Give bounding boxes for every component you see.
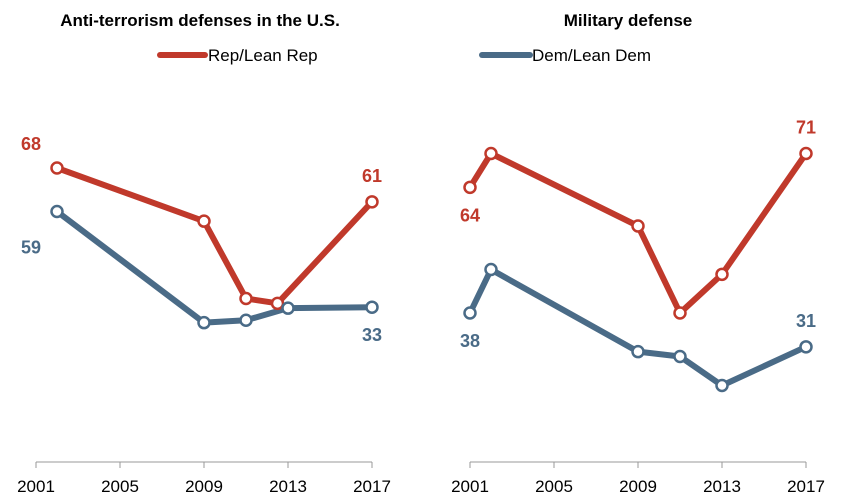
x-tick-label: 2005 [101, 477, 139, 496]
data-label: 38 [460, 331, 480, 351]
data-label: 31 [796, 311, 816, 331]
data-point-rep [463, 180, 477, 195]
data-point-dem [673, 349, 687, 364]
x-tick-label: 2013 [269, 477, 307, 496]
x-tick-label: 2009 [185, 477, 223, 496]
legend-label-rep: Rep/Lean Rep [208, 46, 318, 65]
data-point-rep [197, 214, 211, 228]
data-label: 64 [460, 205, 480, 225]
data-point-rep [365, 195, 379, 209]
data-point-dem [365, 300, 379, 314]
series-line-rep [54, 165, 375, 307]
data-label: 71 [796, 118, 816, 138]
data-label: 68 [21, 134, 41, 154]
panel-military-defense: 2001 2005 2009 2013 2017 64 71 38 31 [451, 118, 825, 497]
data-point-dem [197, 315, 211, 330]
x-tick-label: 2017 [353, 477, 391, 496]
legend: Rep/Lean Rep Dem/Lean Dem [157, 46, 651, 65]
x-tick-label: 2001 [451, 477, 489, 496]
data-point-rep [239, 291, 253, 306]
data-point-dem [715, 378, 729, 393]
data-point-rep [715, 267, 729, 282]
data-point-dem [799, 340, 813, 354]
data-point-rep [50, 161, 64, 175]
data-point-rep [484, 146, 498, 161]
x-tick-label: 2013 [703, 477, 741, 496]
data-point-dem [463, 306, 477, 320]
panel-anti-terrorism: 2001 2005 2009 2013 2017 68 61 59 33 [17, 134, 391, 496]
panel-title-anti-terrorism: Anti-terrorism defenses in the U.S. [60, 11, 340, 30]
x-tick-label: 2009 [619, 477, 657, 496]
data-label: 61 [362, 166, 382, 186]
data-point-dem [281, 301, 295, 315]
x-tick-label: 2001 [17, 477, 55, 496]
x-tick-label: 2017 [787, 477, 825, 496]
data-point-dem [484, 262, 498, 277]
series-line-dem [467, 266, 809, 389]
legend-label-dem: Dem/Lean Dem [532, 46, 651, 65]
data-point-dem [50, 204, 64, 219]
series-line-dem [54, 208, 375, 326]
data-label: 33 [362, 325, 382, 345]
panel-title-military-defense: Military defense [564, 11, 693, 30]
data-point-dem [631, 344, 645, 359]
data-point-rep [799, 146, 813, 161]
x-tick-label: 2005 [535, 477, 573, 496]
data-point-rep [631, 219, 645, 233]
data-point-rep [270, 296, 285, 311]
data-point-rep [673, 306, 687, 320]
data-point-dem [239, 313, 253, 327]
data-label: 59 [21, 238, 41, 258]
